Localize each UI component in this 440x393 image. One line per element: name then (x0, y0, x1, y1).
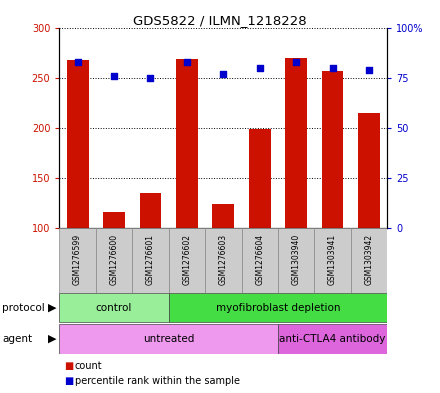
Point (293, 59, 300, 65)
Text: protocol: protocol (2, 303, 45, 313)
Text: ▶: ▶ (48, 334, 56, 344)
Text: control: control (96, 303, 132, 313)
Text: GSM1276604: GSM1276604 (255, 233, 264, 285)
Bar (169, 294, 387, 322)
Bar (67, 60, 88, 228)
Bar (205, 228, 242, 293)
Bar (242, 228, 278, 293)
Point (147, 75, 154, 81)
Point (256, 64, 263, 71)
Bar (285, 58, 307, 228)
Text: GSM1276603: GSM1276603 (219, 233, 228, 285)
Point (220, 70, 227, 77)
Text: GSM1276601: GSM1276601 (146, 233, 155, 285)
Bar (59, 294, 169, 322)
Text: percentile rank within the sample: percentile rank within the sample (75, 376, 240, 386)
Text: GSM1276602: GSM1276602 (182, 233, 191, 285)
Text: GSM1303940: GSM1303940 (292, 233, 301, 285)
Point (74, 59, 81, 65)
Text: GSM1276600: GSM1276600 (110, 233, 118, 285)
Text: myofibroblast depletion: myofibroblast depletion (216, 303, 340, 313)
Bar (351, 228, 387, 293)
Bar (249, 129, 271, 228)
Point (329, 64, 336, 71)
Text: ▶: ▶ (48, 303, 56, 313)
Bar (213, 204, 234, 228)
Text: agent: agent (2, 334, 32, 344)
Bar (96, 228, 132, 293)
Bar (358, 113, 380, 228)
Bar (176, 59, 198, 228)
Point (110, 72, 117, 79)
Bar (278, 228, 314, 293)
Text: count: count (75, 361, 103, 371)
Bar (132, 228, 169, 293)
Point (183, 59, 191, 65)
Text: GDS5822 / ILMN_1218228: GDS5822 / ILMN_1218228 (133, 14, 307, 27)
Text: GSM1276599: GSM1276599 (73, 233, 82, 285)
Text: ■: ■ (64, 361, 73, 371)
Text: ■: ■ (64, 376, 73, 386)
Text: untreated: untreated (143, 334, 194, 344)
Point (366, 66, 373, 73)
Bar (59, 324, 278, 354)
Text: GSM1303941: GSM1303941 (328, 233, 337, 285)
Bar (314, 228, 351, 293)
Text: GSM1303942: GSM1303942 (364, 233, 374, 285)
Bar (169, 228, 205, 293)
Bar (139, 193, 161, 228)
Text: anti-CTLA4 antibody: anti-CTLA4 antibody (279, 334, 386, 344)
Bar (322, 71, 344, 228)
Bar (278, 324, 387, 354)
Bar (103, 212, 125, 228)
Bar (59, 228, 96, 293)
